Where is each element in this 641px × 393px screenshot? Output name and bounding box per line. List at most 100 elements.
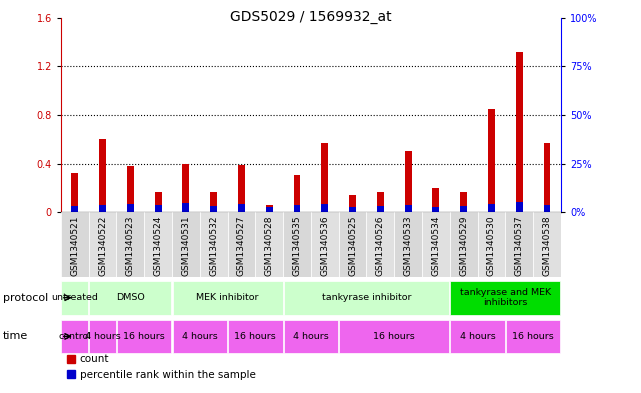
Bar bbox=[505, 212, 533, 277]
Bar bbox=[349, 195, 356, 212]
Text: tankyrase inhibitor: tankyrase inhibitor bbox=[322, 293, 411, 302]
Bar bbox=[71, 206, 78, 212]
Text: GSM1340531: GSM1340531 bbox=[181, 215, 190, 276]
Text: protocol: protocol bbox=[3, 293, 49, 303]
Text: 16 hours: 16 hours bbox=[235, 332, 276, 341]
Bar bbox=[183, 204, 189, 212]
Bar bbox=[89, 281, 171, 315]
Text: GSM1340533: GSM1340533 bbox=[404, 215, 413, 276]
Bar bbox=[284, 281, 449, 315]
Bar bbox=[460, 206, 467, 212]
Text: 4 hours: 4 hours bbox=[182, 332, 218, 341]
Bar bbox=[200, 212, 228, 277]
Bar bbox=[404, 151, 412, 212]
Bar bbox=[433, 188, 439, 212]
Bar bbox=[544, 206, 551, 212]
Bar bbox=[99, 139, 106, 212]
Bar bbox=[338, 212, 367, 277]
Bar bbox=[516, 202, 522, 212]
Bar bbox=[228, 212, 255, 277]
Bar bbox=[117, 212, 144, 277]
Bar bbox=[172, 320, 227, 353]
Bar bbox=[266, 208, 272, 212]
Bar bbox=[210, 206, 217, 212]
Bar bbox=[172, 281, 283, 315]
Bar bbox=[450, 212, 478, 277]
Bar bbox=[127, 166, 134, 212]
Bar bbox=[266, 205, 272, 212]
Text: 16 hours: 16 hours bbox=[512, 332, 554, 341]
Text: GSM1340522: GSM1340522 bbox=[98, 215, 107, 276]
Bar bbox=[339, 320, 449, 353]
Bar bbox=[311, 212, 338, 277]
Text: GSM1340537: GSM1340537 bbox=[515, 215, 524, 276]
Text: GSM1340525: GSM1340525 bbox=[348, 215, 357, 276]
Text: 16 hours: 16 hours bbox=[123, 332, 165, 341]
Text: time: time bbox=[3, 331, 28, 342]
Text: GSM1340527: GSM1340527 bbox=[237, 215, 246, 276]
Bar bbox=[422, 212, 450, 277]
Bar bbox=[394, 212, 422, 277]
Bar bbox=[294, 206, 301, 212]
Text: GDS5029 / 1569932_at: GDS5029 / 1569932_at bbox=[230, 10, 392, 24]
Bar bbox=[154, 191, 162, 212]
Bar bbox=[238, 165, 245, 212]
Text: GSM1340526: GSM1340526 bbox=[376, 215, 385, 276]
Bar bbox=[349, 208, 356, 212]
Bar bbox=[117, 320, 171, 353]
Bar bbox=[284, 320, 338, 353]
Bar bbox=[283, 212, 311, 277]
Text: GSM1340530: GSM1340530 bbox=[487, 215, 496, 276]
Bar bbox=[377, 191, 384, 212]
Bar bbox=[321, 143, 328, 212]
Text: GSM1340536: GSM1340536 bbox=[320, 215, 329, 276]
Bar bbox=[460, 191, 467, 212]
Bar bbox=[255, 212, 283, 277]
Text: GSM1340538: GSM1340538 bbox=[542, 215, 551, 276]
Text: GSM1340532: GSM1340532 bbox=[209, 215, 218, 276]
Bar bbox=[127, 204, 134, 212]
Text: GSM1340534: GSM1340534 bbox=[431, 215, 440, 276]
Bar bbox=[488, 109, 495, 212]
Bar bbox=[62, 320, 88, 353]
Bar bbox=[321, 204, 328, 212]
Text: control: control bbox=[58, 332, 91, 341]
Bar bbox=[451, 281, 560, 315]
Bar bbox=[367, 212, 394, 277]
Text: 4 hours: 4 hours bbox=[460, 332, 495, 341]
Text: 16 hours: 16 hours bbox=[373, 332, 415, 341]
Bar bbox=[62, 281, 88, 315]
Bar bbox=[544, 143, 551, 212]
Text: GSM1340528: GSM1340528 bbox=[265, 215, 274, 276]
Text: DMSO: DMSO bbox=[116, 293, 145, 302]
Bar bbox=[89, 320, 116, 353]
Bar bbox=[404, 206, 412, 212]
Bar bbox=[183, 163, 189, 212]
Bar bbox=[433, 208, 439, 212]
Bar bbox=[99, 206, 106, 212]
Text: GSM1340521: GSM1340521 bbox=[71, 215, 79, 276]
Bar bbox=[172, 212, 200, 277]
Text: GSM1340523: GSM1340523 bbox=[126, 215, 135, 276]
Bar bbox=[88, 212, 117, 277]
Bar bbox=[451, 320, 504, 353]
Text: GSM1340529: GSM1340529 bbox=[459, 215, 468, 276]
Text: 4 hours: 4 hours bbox=[293, 332, 329, 341]
Bar bbox=[71, 173, 78, 212]
Text: tankyrase and MEK
inhibitors: tankyrase and MEK inhibitors bbox=[460, 288, 551, 307]
Bar bbox=[533, 212, 561, 277]
Bar bbox=[377, 206, 384, 212]
Bar bbox=[210, 191, 217, 212]
Bar bbox=[516, 52, 522, 212]
Legend: count, percentile rank within the sample: count, percentile rank within the sample bbox=[63, 350, 260, 384]
Bar bbox=[228, 320, 283, 353]
Bar bbox=[506, 320, 560, 353]
Bar bbox=[294, 174, 301, 212]
Text: GSM1340535: GSM1340535 bbox=[292, 215, 301, 276]
Bar bbox=[154, 206, 162, 212]
Text: untreated: untreated bbox=[51, 293, 98, 302]
Text: 4 hours: 4 hours bbox=[85, 332, 121, 341]
Bar bbox=[61, 212, 88, 277]
Bar bbox=[238, 204, 245, 212]
Text: GSM1340524: GSM1340524 bbox=[154, 215, 163, 276]
